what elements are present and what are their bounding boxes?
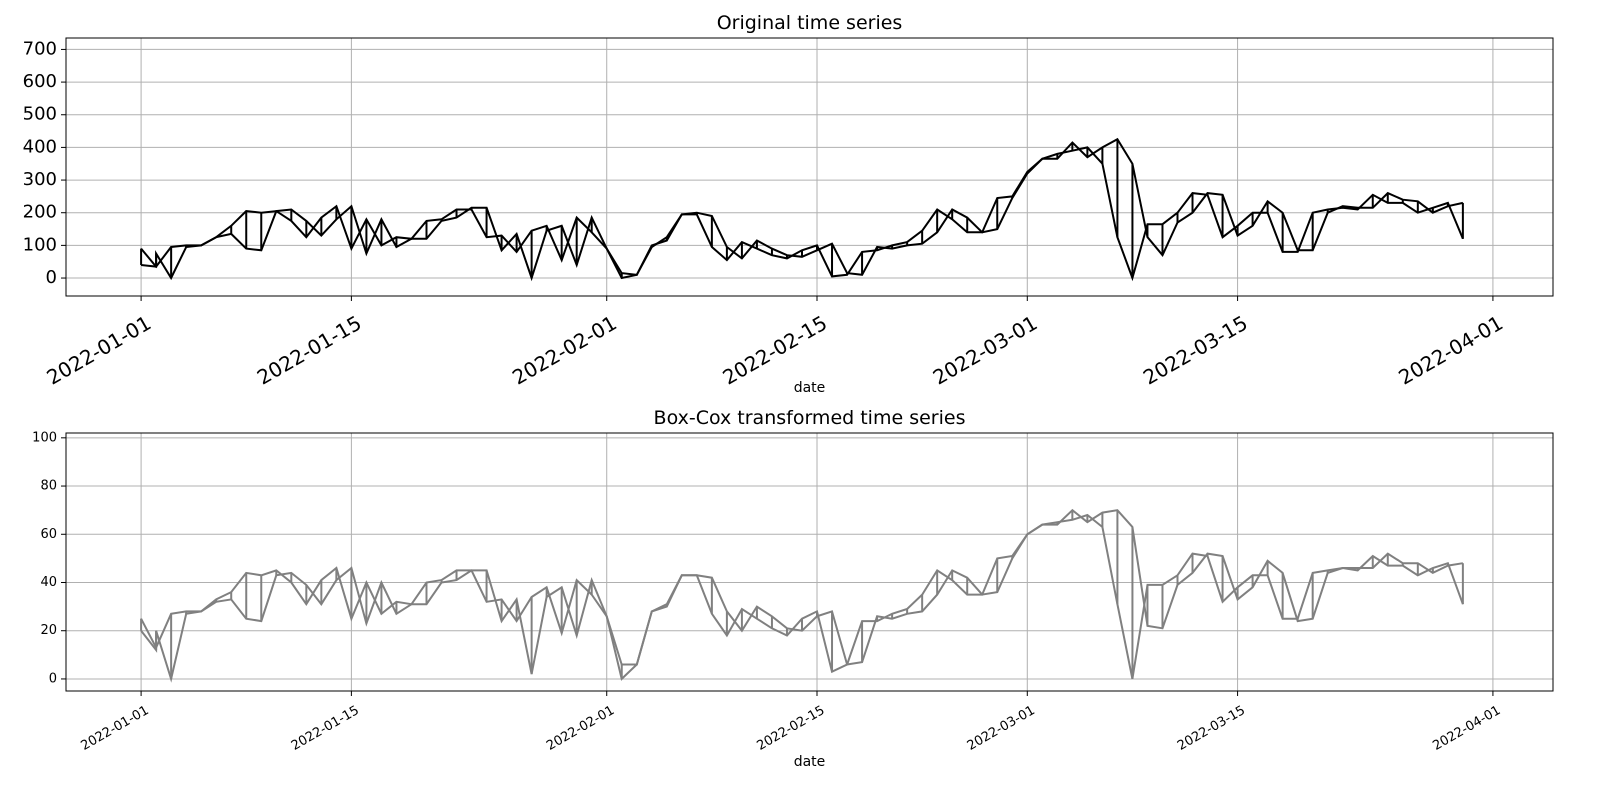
- x-tick-label: 2022-01-01: [43, 311, 156, 390]
- axes-frame: [65, 432, 1554, 692]
- x-tick-label: 2022-03-15: [1139, 311, 1252, 390]
- chart-title: Original time series: [717, 12, 903, 34]
- y-tick-label: 0: [46, 267, 57, 288]
- x-axis-label: date: [794, 754, 826, 770]
- x-tick-label: 2022-03-15: [1175, 703, 1248, 754]
- y-tick-label: 0: [49, 671, 57, 686]
- y-tick-label: 300: [23, 169, 57, 190]
- x-tick-label: 2022-04-01: [1430, 703, 1503, 754]
- x-tick-label: 2022-03-01: [929, 311, 1042, 390]
- x-axis-label: date: [794, 380, 826, 396]
- y-tick-label: 40: [40, 575, 57, 590]
- y-tick-label: 700: [23, 38, 57, 59]
- x-tick-label: 2022-04-01: [1394, 311, 1507, 390]
- y-tick-label: 80: [40, 479, 57, 494]
- x-tick-label: 2022-01-15: [289, 703, 362, 754]
- x-tick-label: 2022-03-01: [965, 703, 1038, 754]
- axes-frame: [65, 37, 1554, 297]
- chart-panel-1: 0 100 200 300 400 500 600 700 2022-01-01 2022-01-…: [23, 12, 1554, 396]
- y-tick-label: 600: [23, 71, 57, 92]
- y-tick-label: 100: [32, 430, 57, 445]
- y-tick-label: 200: [23, 202, 57, 223]
- series-line-1: [140, 508, 1464, 666]
- y-tick-label: 500: [23, 104, 57, 125]
- y-tick-label: 400: [23, 136, 57, 157]
- series-line-2: [140, 513, 1464, 683]
- y-tick-label: 100: [23, 234, 57, 255]
- chart-panel-2: 0 20 40 60 80 100 2022-01-01 2022-01-15 2022-02-…: [32, 407, 1554, 770]
- y-tick-label: 60: [40, 527, 57, 542]
- x-tick-label: 2022-02-15: [718, 311, 831, 390]
- y-tick-label: 20: [40, 623, 57, 638]
- series-line-2: [140, 146, 1464, 282]
- x-tick-label: 2022-02-01: [544, 703, 617, 754]
- chart-title: Box-Cox transformed time series: [654, 407, 966, 429]
- x-tick-label: 2022-01-01: [79, 703, 152, 754]
- x-tick-label: 2022-02-15: [754, 703, 827, 754]
- x-tick-label: 2022-02-01: [508, 311, 621, 390]
- x-tick-label: 2022-01-15: [253, 311, 366, 390]
